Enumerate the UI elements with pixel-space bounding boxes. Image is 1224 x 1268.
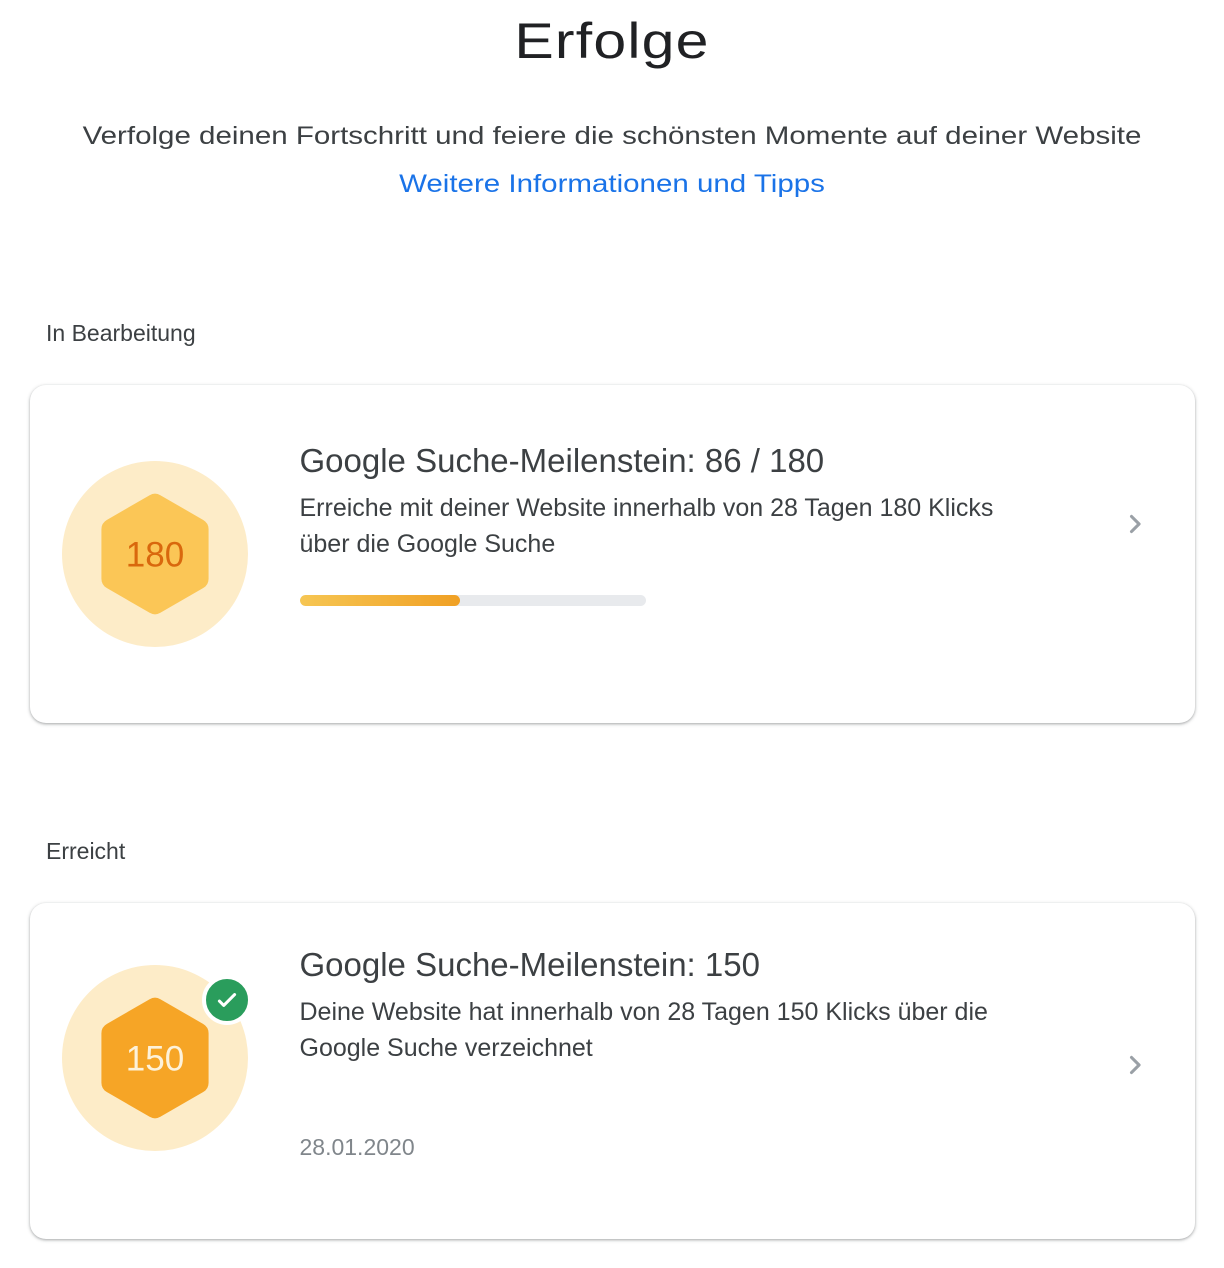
svg-text:180: 180 — [125, 535, 183, 574]
svg-text:150: 150 — [125, 1039, 183, 1078]
